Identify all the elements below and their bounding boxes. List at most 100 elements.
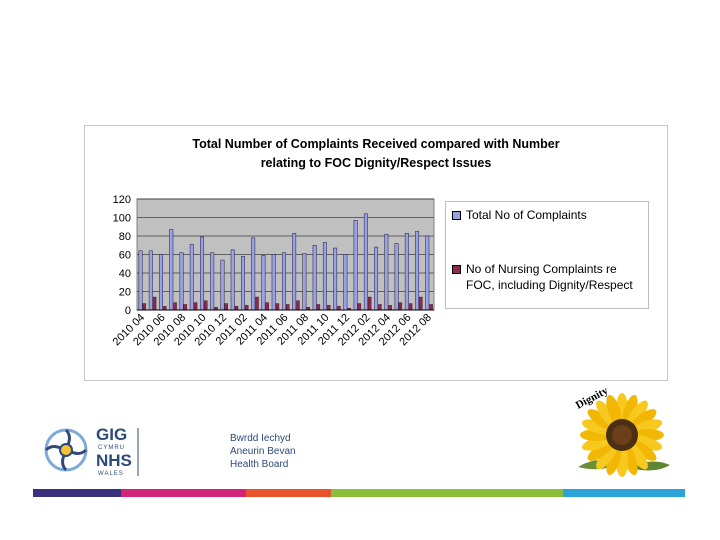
bar-nursing-2010-07 [173,302,177,311]
legend-label-total: Total No of Complaints [466,208,587,222]
logo-text-line-1: Bwrdd Iechyd [230,433,291,444]
chart-title-line-1: Total Number of Complaints Received comp… [192,137,560,151]
legend-swatch-total [452,211,461,220]
bar-nursing-2011-01 [234,306,239,311]
chart-title: Total Number of Complaints Received comp… [85,135,667,173]
bar-total-2010-05 [148,250,153,311]
logo-text-line-3: Health Board [230,459,289,470]
health-board-logo: GIG CYMRU NHS WALES [44,425,139,477]
legend-label-nursing: No of Nursing Complaints re FOC, includi… [466,262,633,292]
petal [606,394,622,426]
bar-nursing-2011-04 [265,302,269,311]
petal [606,444,622,476]
bar-nursing-2011-03 [255,296,259,311]
bar-nursing-2011-11 [337,306,341,311]
bar-total-2011-03 [251,237,256,311]
bar-nursing-2010-04 [142,303,147,311]
logo-gig: GIG [96,425,127,444]
bar-total-2011-10 [322,242,327,311]
bar-nursing-2010-08 [183,304,188,311]
bar-total-2010-06 [159,254,163,311]
bar-nursing-2012-04 [388,305,392,311]
bar-total-2011-06 [281,252,286,311]
petal [629,409,657,431]
stripe-segment [563,489,685,497]
bar-total-2012-03 [374,246,379,311]
bar-nursing-2010-09 [193,302,198,311]
bar-total-2012-08 [425,235,430,311]
bar-total-2011-12 [343,254,348,311]
bar-total-2010-08 [179,252,184,311]
petal [596,442,618,470]
bar-nursing-2010-10 [204,300,208,311]
petals-icon [580,393,664,477]
bar-total-2010-12 [220,259,225,311]
y-tick-label: 40 [119,268,131,280]
bar-total-2010-10 [200,236,204,311]
petal [587,439,615,461]
bar-total-2011-08 [302,253,307,311]
y-tick-label: 20 [119,287,131,299]
bar-total-2012-01 [353,220,358,311]
bar-total-2012-06 [404,232,409,311]
stripe-segment [33,489,121,497]
stripe-segment [331,489,563,497]
stripe-segment [246,489,331,497]
bar-nursing-2012-02 [367,296,372,311]
bar-nursing-2012-07 [419,296,423,311]
y-tick-label: 80 [119,231,131,243]
bar-nursing-2012-08 [429,304,433,311]
bar-total-2010-04 [138,250,143,311]
health-board-name: Bwrdd Iechyd Aneurin Bevan Health Board [230,432,296,471]
logo-nhs: NHS [96,451,132,470]
chart-frame: Total Number of Complaints Received comp… [84,125,668,381]
celtic-knot-icon [44,428,88,472]
y-tick-label: 0 [125,305,131,317]
bar-total-2011-07 [292,232,297,311]
bar-nursing-2010-06 [163,306,167,311]
bar-total-2010-07 [169,229,174,311]
chart-legend: Total No of Complaints No of Nursing Com… [445,201,649,309]
bar-total-2010-11 [210,252,215,311]
petal [622,394,638,426]
petal [626,442,648,470]
bar-nursing-2011-09 [316,304,321,311]
bar-nursing-2012-05 [398,302,403,311]
bar-nursing-2010-12 [224,303,228,311]
stripe-segment [121,489,246,497]
bar-total-2012-07 [415,231,420,311]
bar-total-2011-05 [271,254,276,311]
legend-item-total: Total No of Complaints [452,207,646,223]
y-tick-label: 120 [113,194,131,206]
bar-nursing-2011-05 [275,303,280,311]
bar-total-2011-01 [230,249,235,311]
bar-nursing-2011-06 [286,304,290,311]
petal [626,400,648,428]
legend-item-nursing: No of Nursing Complaints re FOC, includi… [452,261,646,293]
petal [596,400,618,428]
petal [631,435,663,451]
petal [629,439,657,461]
petal [581,419,613,435]
bar-total-2012-05 [394,243,399,311]
bar-total-2012-04 [384,233,389,311]
bar-nursing-2011-02 [245,305,249,311]
chart-title-line-2: relating to FOC Dignity/Respect Issues [260,156,492,170]
bar-nursing-2012-03 [378,304,382,311]
bar-total-2011-02 [241,256,245,311]
y-tick-label: 100 [113,213,131,225]
y-tick-label: 60 [119,250,131,262]
bar-total-2012-02 [363,213,368,311]
logo-text-line-2: Aneurin Bevan [230,446,296,457]
logo-wales: WALES [98,471,124,477]
bar-total-2011-04 [261,255,266,311]
bar-total-2011-11 [333,247,338,311]
bar-nursing-2012-06 [408,303,413,311]
footer-color-stripe [33,489,685,497]
logo-cymru: CYMRU [98,445,125,451]
bar-nursing-2010-05 [152,296,157,311]
sunflower-image: Dignity [574,385,670,477]
bar-nursing-2011-07 [296,300,300,311]
bar-nursing-2012-01 [357,303,362,311]
